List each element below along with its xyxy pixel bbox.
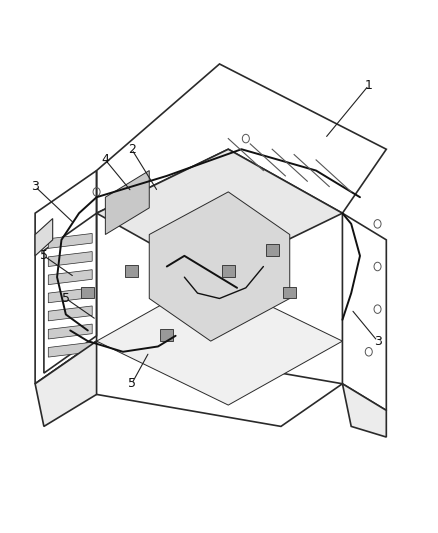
Polygon shape: [48, 324, 92, 339]
Polygon shape: [35, 219, 53, 256]
Polygon shape: [221, 265, 234, 277]
Polygon shape: [48, 288, 92, 303]
Polygon shape: [81, 287, 94, 298]
Text: 3: 3: [31, 180, 39, 193]
Polygon shape: [149, 192, 289, 341]
Text: 5: 5: [127, 377, 135, 390]
Polygon shape: [48, 342, 92, 357]
Polygon shape: [125, 265, 138, 277]
Text: 2: 2: [127, 143, 135, 156]
Polygon shape: [96, 149, 342, 277]
Polygon shape: [35, 341, 96, 426]
Polygon shape: [265, 244, 278, 256]
Polygon shape: [48, 306, 92, 321]
Polygon shape: [48, 233, 92, 248]
Text: 5: 5: [40, 249, 48, 262]
Polygon shape: [48, 252, 92, 266]
Text: 3: 3: [373, 335, 381, 348]
Polygon shape: [48, 270, 92, 285]
Polygon shape: [160, 329, 173, 341]
Polygon shape: [105, 171, 149, 235]
Polygon shape: [283, 287, 296, 298]
Text: 4: 4: [101, 154, 109, 166]
Text: 5: 5: [62, 292, 70, 305]
Text: 1: 1: [364, 79, 372, 92]
Polygon shape: [96, 277, 342, 405]
Polygon shape: [342, 384, 385, 437]
